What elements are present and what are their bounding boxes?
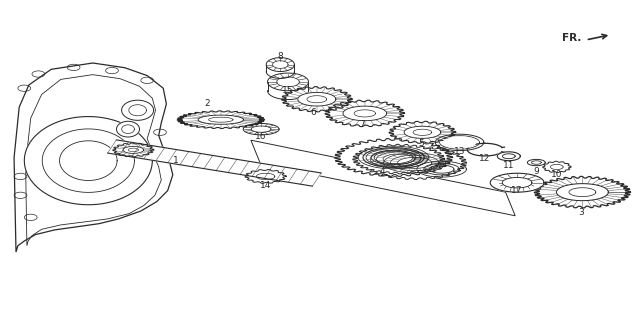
Polygon shape xyxy=(444,137,476,148)
Text: 9: 9 xyxy=(534,167,539,176)
Text: 7: 7 xyxy=(359,120,364,129)
Text: 5: 5 xyxy=(419,139,424,148)
Polygon shape xyxy=(335,139,452,176)
Text: 4: 4 xyxy=(380,167,385,176)
Polygon shape xyxy=(116,121,140,137)
Polygon shape xyxy=(439,135,480,149)
Polygon shape xyxy=(490,173,544,192)
Polygon shape xyxy=(543,161,571,173)
Polygon shape xyxy=(404,126,441,138)
Polygon shape xyxy=(343,106,387,121)
Text: 10: 10 xyxy=(551,170,563,179)
Polygon shape xyxy=(268,73,308,91)
Polygon shape xyxy=(282,87,352,112)
Text: 11: 11 xyxy=(503,161,515,169)
Polygon shape xyxy=(353,144,445,174)
Polygon shape xyxy=(113,143,154,157)
Text: 8: 8 xyxy=(278,52,283,61)
Text: 12: 12 xyxy=(479,154,491,163)
Polygon shape xyxy=(363,146,467,180)
Text: 2: 2 xyxy=(204,99,209,108)
Text: FR.: FR. xyxy=(562,33,581,43)
Polygon shape xyxy=(389,121,456,143)
Text: 6: 6 xyxy=(311,108,316,117)
Polygon shape xyxy=(108,140,321,186)
Text: 17: 17 xyxy=(511,186,523,195)
Polygon shape xyxy=(497,152,520,161)
Polygon shape xyxy=(243,123,279,135)
Text: 14: 14 xyxy=(260,181,271,190)
Polygon shape xyxy=(198,115,243,124)
Polygon shape xyxy=(266,58,294,72)
Text: 16: 16 xyxy=(255,132,267,141)
Polygon shape xyxy=(298,92,336,106)
Text: 1: 1 xyxy=(173,156,179,165)
Polygon shape xyxy=(325,100,404,127)
Text: 13: 13 xyxy=(454,147,465,156)
Polygon shape xyxy=(557,184,609,201)
Polygon shape xyxy=(122,100,154,120)
Text: 15: 15 xyxy=(282,86,294,94)
Polygon shape xyxy=(245,169,286,183)
Polygon shape xyxy=(534,176,630,208)
Polygon shape xyxy=(123,146,143,153)
Text: 3: 3 xyxy=(579,208,584,217)
Polygon shape xyxy=(527,159,545,166)
Polygon shape xyxy=(60,141,117,180)
Polygon shape xyxy=(177,111,264,129)
Polygon shape xyxy=(24,117,152,205)
